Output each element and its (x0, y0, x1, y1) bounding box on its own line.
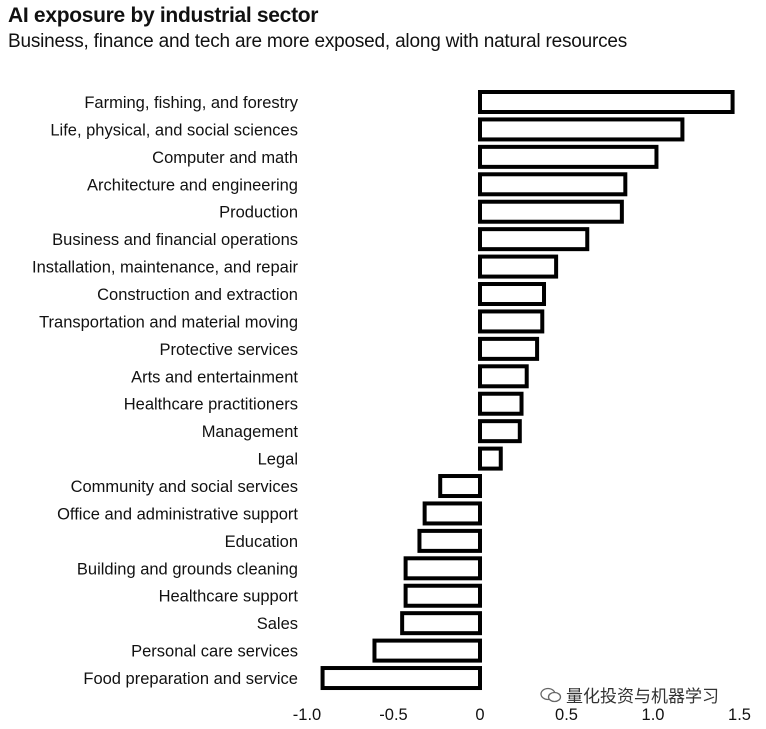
chart-title: AI exposure by industrial sector (8, 4, 319, 27)
bar (478, 199, 624, 224)
x-tick-label: -0.5 (379, 706, 407, 724)
watermark: 量化投资与机器学习 (538, 682, 721, 707)
bar (478, 309, 545, 334)
category-label: Education (225, 533, 298, 551)
category-label: Protective services (160, 341, 298, 359)
bar (478, 254, 559, 279)
x-tick-label: 1.5 (728, 706, 751, 724)
bar (478, 419, 522, 444)
category-label: Building and grounds cleaning (77, 560, 298, 578)
category-label: Business and financial operations (52, 231, 298, 249)
category-label: Sales (257, 615, 298, 633)
x-tick-label: 0 (475, 706, 484, 724)
bar (478, 172, 628, 197)
category-label: Healthcare support (159, 588, 299, 606)
bar (403, 556, 482, 581)
bar (372, 638, 482, 663)
category-label: Architecture and engineering (87, 176, 298, 194)
category-label: Farming, fishing, and forestry (84, 94, 298, 112)
category-label: Office and administrative support (57, 505, 298, 523)
bar (417, 528, 483, 553)
bar (478, 391, 524, 416)
category-label: Personal care services (131, 643, 298, 661)
bar (400, 611, 482, 636)
bar (403, 583, 482, 608)
x-tick-label: 1.0 (642, 706, 665, 724)
x-tick-label: 0.5 (555, 706, 578, 724)
category-label: Installation, maintenance, and repair (32, 259, 299, 277)
category-label: Community and social services (71, 478, 298, 496)
category-label: Food preparation and service (83, 670, 298, 688)
bar (478, 364, 529, 389)
watermark-text: 量化投资与机器学习 (566, 687, 719, 707)
category-label: Management (202, 423, 299, 441)
bar (320, 666, 482, 691)
bar (478, 282, 547, 307)
category-label: Life, physical, and social sciences (50, 121, 298, 139)
category-label: Production (219, 204, 298, 222)
bar (478, 336, 540, 361)
wechat-icon (540, 687, 562, 702)
bar (478, 117, 685, 142)
category-label: Healthcare practitioners (124, 396, 298, 414)
chart-subtitle: Business, finance and tech are more expo… (8, 31, 628, 52)
bar (478, 227, 590, 252)
bar (478, 446, 503, 471)
category-label: Construction and extraction (97, 286, 298, 304)
x-tick-label: -1.0 (293, 706, 321, 724)
category-label: Legal (258, 451, 298, 469)
category-label: Computer and math (152, 149, 298, 167)
bar (478, 144, 659, 169)
bar (422, 501, 483, 526)
category-label: Transportation and material moving (39, 313, 298, 331)
bar (438, 474, 482, 499)
bar (478, 90, 735, 114)
category-label: Arts and entertainment (131, 368, 298, 386)
